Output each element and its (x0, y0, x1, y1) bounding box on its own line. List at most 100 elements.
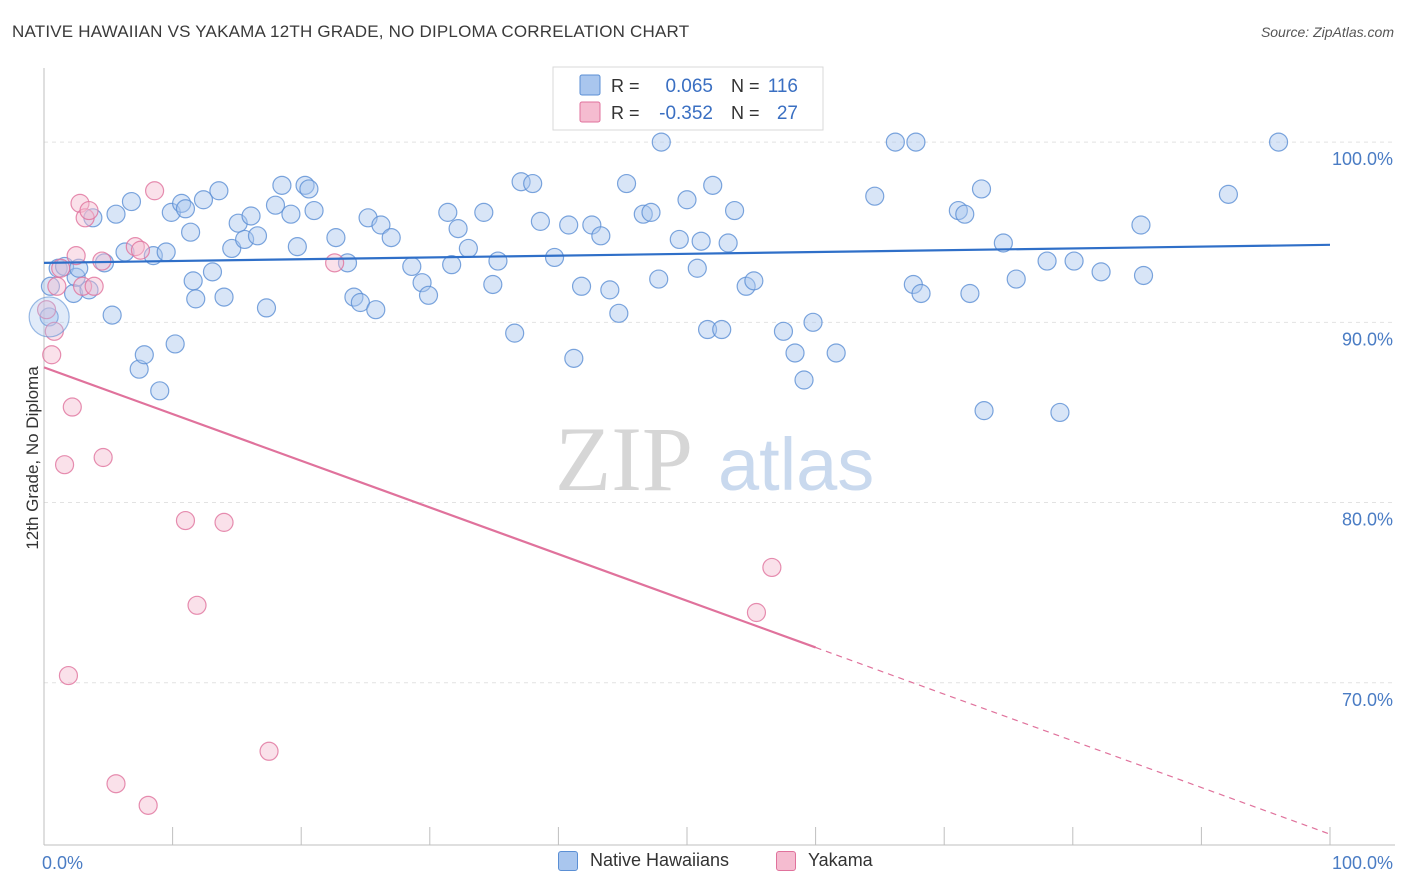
point-native-hawaiians-61 (505, 323, 525, 343)
point-native-hawaiians-50 (381, 228, 401, 248)
point-native-hawaiians-39 (287, 237, 307, 257)
point-native-hawaiians-53 (418, 285, 439, 305)
point-native-hawaiians-107 (1050, 402, 1070, 423)
point-native-hawaiians-113 (1268, 132, 1289, 152)
point-native-hawaiians-73 (616, 173, 637, 194)
point-native-hawaiians-78 (669, 229, 689, 250)
x-tick-label-1: 100.0% (1332, 853, 1393, 873)
point-yakama-16 (106, 774, 126, 794)
point-native-hawaiians-58 (474, 202, 494, 222)
point-native-hawaiians-20 (165, 334, 185, 354)
y-tick-label-0: 70.0% (1342, 690, 1393, 710)
point-native-hawaiians-55 (442, 255, 462, 275)
point-native-hawaiians-92 (803, 312, 823, 332)
point-native-hawaiians-7 (79, 280, 99, 300)
point-native-hawaiians-59 (483, 274, 503, 295)
bottom-legend: Native Hawaiians Yakama (0, 850, 1406, 880)
point-native-hawaiians-79 (677, 190, 697, 210)
point-native-hawaiians-85 (718, 233, 738, 253)
point-yakama-1 (42, 345, 62, 365)
point-native-hawaiians-86 (724, 200, 745, 221)
point-native-hawaiians-60 (488, 251, 508, 271)
point-yakama-17 (125, 237, 145, 257)
point-native-hawaiians-35 (256, 298, 277, 318)
point-native-hawaiians-105 (1006, 269, 1026, 289)
gridlines (44, 141, 1395, 684)
stats-n-value-yakama: 27 (777, 103, 798, 124)
stats-r-value-native-hawaiians: 0.065 (665, 76, 713, 97)
x-tick-label-0: 0.0% (42, 853, 83, 873)
y-tick-label-3: 100.0% (1332, 149, 1393, 169)
point-native-hawaiians-42 (304, 200, 324, 221)
point-native-hawaiians-88 (744, 271, 764, 291)
trend-line-native-hawaiians (43, 243, 1331, 264)
point-native-hawaiians-98 (911, 283, 931, 304)
y-axis-label: 12th Grade, No Diploma (23, 366, 42, 550)
axes (43, 68, 1395, 846)
point-native-hawaiians-38 (281, 204, 301, 224)
stats-r-label-native-hawaiians: R = (611, 76, 640, 96)
point-native-hawaiians-1 (40, 276, 61, 296)
legend-item-native-hawaiians: Native Hawaiians (558, 850, 729, 871)
point-native-hawaiians-75 (641, 202, 661, 222)
point-native-hawaiians-48 (366, 300, 386, 320)
y-tick-label-2: 90.0% (1342, 329, 1393, 349)
point-yakama-26 (746, 602, 767, 623)
point-yakama-5 (54, 455, 75, 475)
point-native-hawaiians-82 (697, 319, 718, 340)
point-native-hawaiians-76 (649, 269, 669, 289)
point-native-hawaiians-70 (591, 226, 611, 246)
point-native-hawaiians-15 (134, 345, 154, 365)
point-native-hawaiians-106 (1037, 251, 1057, 271)
y-tick-label-1: 80.0% (1342, 510, 1393, 530)
point-native-hawaiians-89 (773, 321, 794, 341)
point-native-hawaiians-46 (350, 292, 370, 313)
point-native-hawaiians-27 (202, 262, 223, 282)
point-yakama-12 (79, 200, 99, 221)
point-native-hawaiians-94 (865, 186, 885, 206)
chart-title: NATIVE HAWAIIAN VS YAKAMA 12TH GRADE, NO… (12, 22, 690, 41)
point-yakama-18 (130, 240, 151, 260)
point-native-hawaiians-71 (600, 280, 620, 300)
point-native-hawaiians-33 (241, 206, 261, 226)
point-native-hawaiians-57 (458, 238, 478, 259)
point-native-hawaiians-91 (794, 370, 814, 390)
stats-legend: R = 0.065 N = 116 R = -0.352 N = 27 (552, 66, 824, 131)
stats-r-value-yakama: -0.352 (659, 103, 713, 124)
legend-label-native-hawaiians: Native Hawaiians (590, 850, 730, 870)
point-yakama-15 (93, 447, 113, 468)
legend-label-yakama: Yakama (808, 850, 873, 870)
point-native-hawaiians-37 (272, 175, 292, 195)
point-native-hawaiians-41 (299, 179, 319, 199)
point-yakama-3 (47, 276, 67, 296)
watermark: ZIP atlas (555, 408, 874, 510)
point-native-hawaiians-25 (186, 289, 206, 309)
point-yakama-25 (325, 253, 345, 273)
point-native-hawaiians-18 (156, 242, 176, 262)
y-tick-labels: 70.0% 80.0% 90.0% 100.0% (1332, 149, 1393, 710)
point-native-hawaiians-64 (530, 211, 550, 231)
x-tick-labels: 0.0% 100.0% (42, 853, 1393, 873)
trend-lines (43, 243, 1331, 835)
watermark-zip: ZIP (555, 408, 693, 510)
point-native-hawaiians-81 (691, 231, 711, 251)
point-native-hawaiians-110 (1131, 215, 1151, 235)
point-native-hawaiians-36 (265, 195, 286, 215)
legend-swatch-native-hawaiians (558, 850, 578, 871)
point-native-hawaiians-84 (712, 319, 732, 340)
point-native-hawaiians-28 (209, 181, 229, 201)
point-native-hawaiians-26 (193, 190, 214, 210)
point-native-hawaiians-43 (326, 228, 346, 248)
point-native-hawaiians-34 (247, 226, 268, 246)
point-yakama-20 (144, 181, 165, 201)
point-yakama-7 (62, 397, 82, 417)
point-native-hawaiians-17 (150, 381, 170, 401)
point-native-hawaiians-cluster (28, 296, 70, 338)
point-yakama-23 (214, 512, 234, 532)
stats-n-label-yakama: N = (731, 103, 760, 123)
stats-swatch-yakama (579, 101, 601, 123)
point-yakama-13 (84, 276, 104, 296)
stats-swatch-native-hawaiians (579, 74, 601, 96)
stats-n-label-native-hawaiians: N = (731, 76, 760, 96)
